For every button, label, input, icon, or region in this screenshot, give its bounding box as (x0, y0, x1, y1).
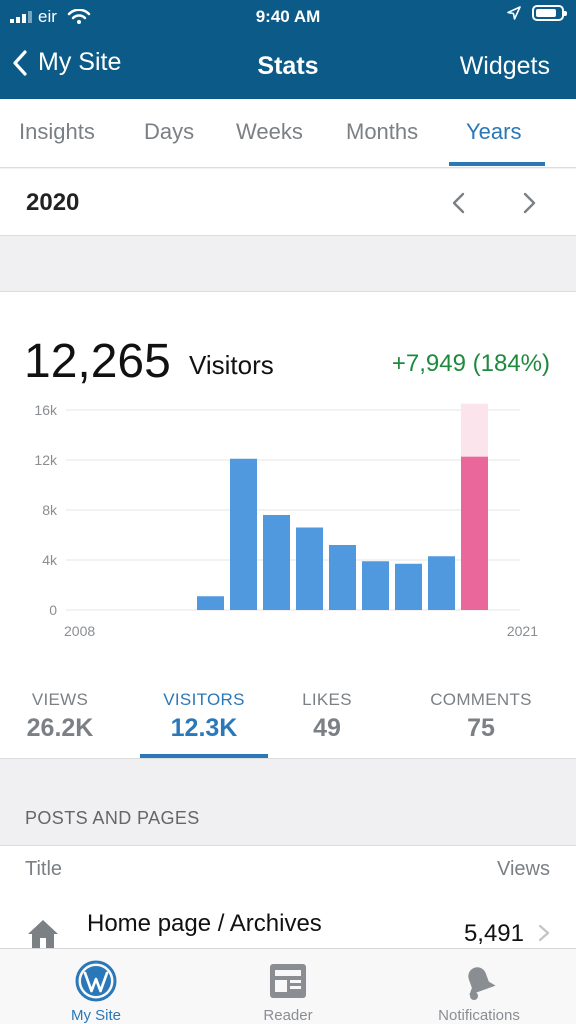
wifi-icon (67, 9, 91, 24)
next-period-button[interactable] (519, 191, 539, 215)
back-label: My Site (38, 48, 122, 76)
metric-active-indicator (140, 754, 268, 758)
bar (362, 561, 389, 610)
y-tick-label: 12k (34, 452, 58, 468)
tab-insights[interactable]: Insights (19, 119, 95, 144)
home-icon (28, 920, 58, 948)
tab-years[interactable]: Years (466, 119, 522, 144)
y-tick-label: 8k (42, 502, 58, 518)
tabbar-label: Reader (263, 1007, 313, 1024)
summary-change: +7,949 (184%) (391, 350, 550, 377)
post-views: 5,491 (463, 920, 524, 947)
metric-label: LIKES (302, 690, 352, 709)
reader-icon (270, 964, 306, 998)
posts-card: Title Views Home page / Archives 5,491 (0, 846, 576, 950)
tabbar-label: Notifications (438, 1007, 520, 1024)
metric-views[interactable]: VIEWS 26.2K (0, 690, 120, 743)
y-tick-label: 16k (34, 402, 58, 418)
column-views: Views (497, 858, 550, 880)
date-navigator: 2020 (0, 169, 576, 236)
metric-value: 12.3K (170, 714, 238, 742)
tab-weeks[interactable]: Weeks (236, 119, 303, 144)
metric-value: 26.2K (26, 714, 94, 742)
tabbar-my-site[interactable]: My Site (31, 959, 161, 1024)
metric-visitors[interactable]: VISITORS 12.3K (140, 690, 268, 743)
wordpress-icon (75, 960, 117, 1002)
chevron-left-icon (13, 49, 27, 76)
status-time: 9:40 AM (255, 7, 321, 26)
bell-icon (468, 967, 496, 1000)
stats-card: 12,265 Visitors +7,949 (184%) 0 4k 8k 12k 16… (0, 292, 576, 759)
tabbar-notifications[interactable]: Notifications (414, 959, 544, 1024)
visitors-bar-chart[interactable]: 0 4k 8k 12k 16k 2008 2021 (0, 400, 576, 650)
metric-label: COMMENTS (430, 690, 532, 709)
tab-days[interactable]: Days (144, 119, 195, 144)
section-spacer (0, 236, 576, 292)
summary-value: 12,265 (24, 335, 171, 388)
location-icon (507, 6, 521, 20)
metric-value: 49 (313, 714, 341, 742)
tab-active-indicator (449, 162, 545, 166)
tab-months[interactable]: Months (346, 119, 419, 144)
posts-section-title: POSTS AND PAGES (25, 808, 200, 828)
post-title[interactable]: Home page / Archives (87, 910, 322, 937)
metric-value: 75 (467, 714, 495, 742)
status-right (506, 5, 567, 21)
metric-comments[interactable]: COMMENTS 75 (416, 690, 546, 743)
column-title: Title (25, 858, 63, 880)
y-tick-label: 0 (49, 602, 57, 618)
chevron-right-icon[interactable] (538, 924, 550, 942)
x-tick-label: 2021 (507, 623, 538, 639)
y-tick-label: 4k (42, 552, 58, 568)
tabbar-reader[interactable]: Reader (223, 959, 353, 1024)
status-bar: eir 9:40 AM (0, 0, 576, 34)
back-button[interactable]: My Site (12, 48, 121, 77)
signal-icon (10, 11, 32, 23)
widgets-button[interactable]: Widgets (459, 52, 550, 80)
bar (461, 456, 488, 610)
bar (395, 563, 422, 610)
summary-unit: Visitors (189, 350, 274, 380)
period-tabs: Insights Days Weeks Months Years (0, 99, 576, 168)
bottom-tab-bar: My Site Reader Notifications (0, 948, 576, 1024)
posts-section-header: POSTS AND PAGES (0, 759, 576, 846)
carrier-name: eir (38, 7, 57, 26)
nav-bar: My Site Stats Widgets (0, 40, 576, 92)
top-bar: eir 9:40 AM My Site Stats Widgets (0, 0, 576, 99)
metric-label: VISITORS (163, 690, 245, 709)
previous-period-button[interactable] (449, 191, 469, 215)
bar (197, 596, 224, 610)
bar (230, 458, 257, 610)
period-label: 2020 (26, 189, 80, 216)
x-tick-label: 2008 (64, 623, 95, 639)
carrier-info: eir (10, 7, 91, 27)
bar (263, 515, 290, 610)
bar (329, 545, 356, 610)
tabbar-label: My Site (70, 1007, 121, 1024)
bar (428, 556, 455, 610)
battery-icon (532, 5, 567, 21)
metric-likes[interactable]: LIKES 49 (283, 690, 371, 743)
bar (296, 527, 323, 610)
metric-label: VIEWS (31, 690, 89, 709)
